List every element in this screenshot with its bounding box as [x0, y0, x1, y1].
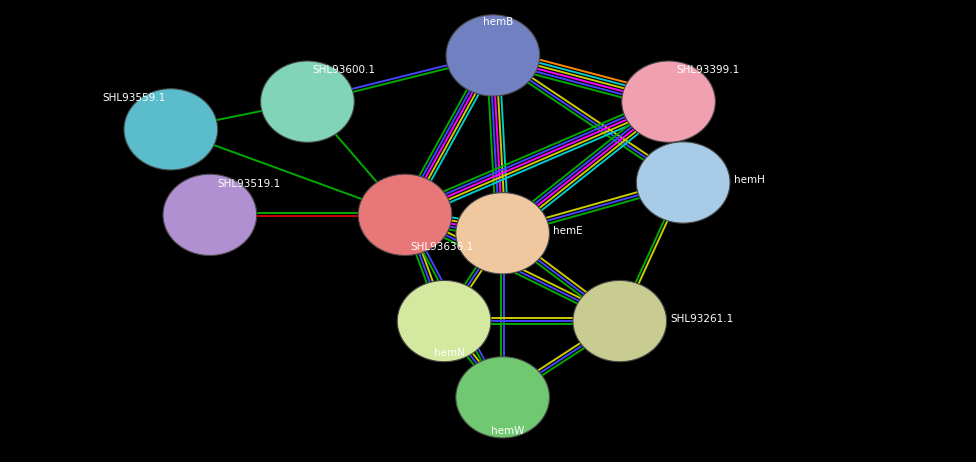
Ellipse shape [456, 193, 549, 274]
Ellipse shape [358, 174, 452, 255]
Ellipse shape [446, 15, 540, 96]
Ellipse shape [261, 61, 354, 142]
Ellipse shape [636, 142, 730, 223]
Text: SHL93519.1: SHL93519.1 [218, 179, 281, 189]
Ellipse shape [397, 280, 491, 362]
Ellipse shape [622, 61, 715, 142]
Ellipse shape [573, 280, 667, 362]
Text: SHL93261.1: SHL93261.1 [671, 314, 734, 324]
Ellipse shape [456, 357, 549, 438]
Text: hemN: hemN [433, 348, 465, 358]
Text: SHL93399.1: SHL93399.1 [676, 65, 740, 75]
Text: hemH: hemH [734, 175, 765, 185]
Text: hemE: hemE [553, 226, 583, 236]
Text: SHL93600.1: SHL93600.1 [312, 65, 376, 75]
Text: hemW: hemW [491, 426, 524, 436]
Ellipse shape [163, 174, 257, 255]
Text: hemB: hemB [483, 17, 512, 27]
Text: SHL93636.1: SHL93636.1 [410, 242, 473, 252]
Ellipse shape [124, 89, 218, 170]
Text: SHL93559.1: SHL93559.1 [102, 92, 166, 103]
